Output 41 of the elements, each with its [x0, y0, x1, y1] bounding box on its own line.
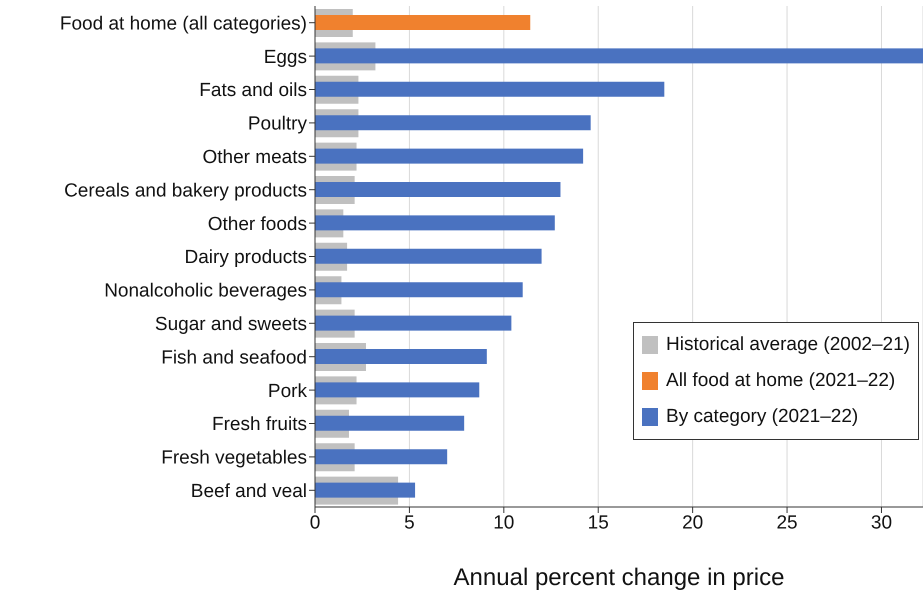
bar: [315, 182, 560, 197]
bar: [315, 248, 542, 264]
y-tick-label: Fats and oils: [199, 80, 307, 102]
y-tick-label: Dairy products: [184, 247, 307, 268]
legend-label: Historical average (2002–21): [666, 333, 910, 357]
bar: [315, 15, 530, 30]
y-tick-label: Poultry: [248, 114, 308, 135]
bar: [315, 416, 464, 431]
bar: [315, 48, 923, 64]
x-tick-label: 10: [493, 512, 514, 534]
bar: [315, 482, 416, 498]
y-tick-label: Food at home (all categories): [60, 13, 307, 34]
x-tick-label: 30: [870, 512, 892, 534]
bar: [315, 282, 523, 298]
bar: [315, 215, 555, 230]
y-tick-label: Nonalcoholic beverages: [104, 280, 307, 302]
bar: [315, 82, 664, 97]
y-tick-label: Eggs: [264, 46, 307, 68]
y-tick-label: Fresh vegetables: [161, 448, 307, 469]
bar: [315, 148, 584, 164]
x-tick-label: 0: [310, 512, 320, 534]
y-tick-label: Fresh fruits: [212, 414, 307, 436]
x-axis-title: Annual percent change in price: [454, 564, 784, 591]
bar: [315, 115, 591, 130]
bar: [315, 449, 448, 464]
y-tick-label: Other meats: [202, 147, 307, 168]
y-tick-label: Cereals and bakery products: [64, 180, 307, 202]
x-tick-label: 20: [682, 512, 704, 534]
y-tick-label: Beef and veal: [190, 481, 307, 502]
x-tick-label: 25: [776, 512, 798, 534]
y-tick-label: Sugar and sweets: [154, 314, 307, 336]
bar: [315, 349, 487, 364]
x-tick-label: 15: [588, 512, 609, 534]
y-tick-label: Other foods: [208, 214, 307, 235]
y-tick-label: Pork: [268, 380, 308, 402]
y-tick-label: Fish and seafood: [161, 347, 307, 368]
legend-label: By category (2021–22): [666, 405, 858, 429]
x-tick-label: 5: [404, 512, 415, 534]
bar: [315, 316, 512, 331]
legend-label: All food at home (2021–22): [666, 369, 896, 393]
bar: [315, 382, 480, 398]
